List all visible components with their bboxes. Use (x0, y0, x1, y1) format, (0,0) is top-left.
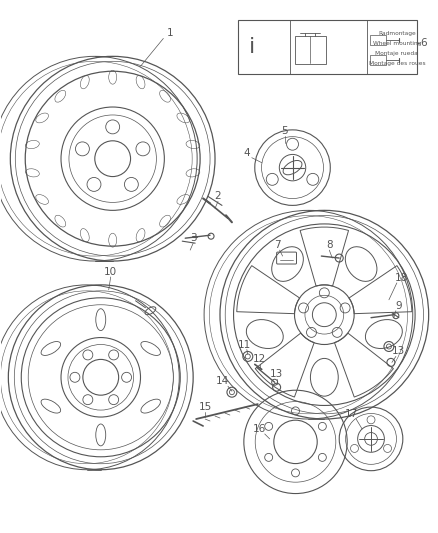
Text: 10: 10 (104, 267, 117, 277)
Text: i: i (249, 37, 255, 58)
Text: 12: 12 (253, 354, 266, 365)
Text: 13: 13 (270, 369, 283, 379)
Bar (238, 20, 417, 74)
Text: 5: 5 (281, 126, 288, 136)
Bar (370, 55, 386, 65)
Text: 7: 7 (274, 240, 281, 250)
Text: 3: 3 (190, 233, 197, 243)
Text: 14: 14 (215, 376, 229, 386)
Text: 16: 16 (253, 424, 266, 434)
Bar (294, 36, 326, 64)
Text: 9: 9 (396, 301, 402, 311)
Text: 1: 1 (167, 28, 173, 38)
Text: Montage des roues: Montage des roues (368, 61, 425, 66)
Text: 11: 11 (238, 340, 251, 350)
Bar (370, 36, 386, 45)
Text: Radmontage: Radmontage (378, 31, 416, 36)
Text: 8: 8 (326, 240, 332, 250)
Text: 4: 4 (244, 148, 250, 158)
Text: 6: 6 (420, 38, 427, 49)
Text: 2: 2 (215, 191, 221, 201)
Text: Wheel mounting: Wheel mounting (373, 41, 421, 46)
Text: Montaje rueda: Montaje rueda (375, 51, 418, 56)
Text: 18: 18 (395, 273, 409, 283)
Text: 13: 13 (392, 346, 406, 357)
Text: 17: 17 (345, 409, 358, 419)
Text: 15: 15 (198, 402, 212, 412)
